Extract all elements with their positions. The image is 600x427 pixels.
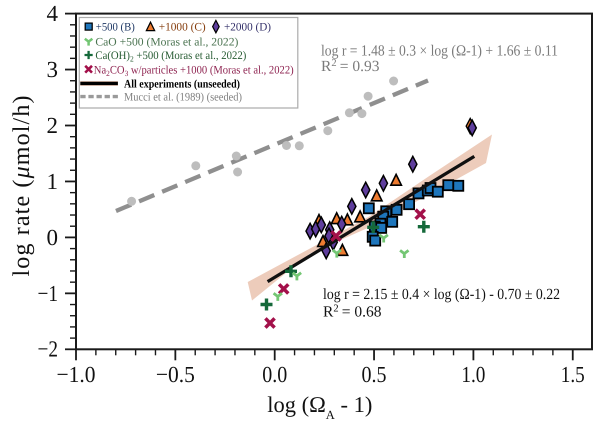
svg-text:−1.0: −1.0	[57, 362, 96, 387]
svg-text:3: 3	[47, 57, 59, 82]
svg-text:CaO +500 (Moras et al., 2022): CaO +500 (Moras et al., 2022)	[95, 37, 238, 49]
svg-text:log (ΩA - 1): log (ΩA - 1)	[267, 392, 372, 422]
svg-text:log r = 1.48 ± 0.3 × log (Ω-1): log r = 1.48 ± 0.3 × log (Ω-1) + 1.66 ± …	[321, 43, 558, 60]
svg-text:2: 2	[47, 113, 59, 138]
svg-text:R2 = 0.68: R2 = 0.68	[323, 304, 382, 321]
svg-text:4: 4	[47, 1, 59, 26]
svg-text:log r = 2.15 ± 0.4 × log (Ω-1): log r = 2.15 ± 0.4 × log (Ω-1) - 0.70 ± …	[323, 286, 560, 303]
svg-text:+2000 (D): +2000 (D)	[224, 22, 271, 34]
svg-text:−1: −1	[38, 281, 59, 306]
svg-text:1: 1	[47, 169, 59, 194]
svg-text:Mucci et al. (1989) (seeded): Mucci et al. (1989) (seeded)	[124, 92, 242, 104]
svg-text:Ca(OH)2 +500 (Moras et al., 20: Ca(OH)2 +500 (Moras et al., 2022)	[95, 50, 246, 64]
svg-text:0.0: 0.0	[262, 362, 287, 387]
svg-text:−0.5: −0.5	[156, 362, 195, 387]
svg-text:+1000 (C): +1000 (C)	[159, 22, 206, 34]
svg-text:0: 0	[47, 225, 59, 250]
svg-text:R2 = 0.93: R2 = 0.93	[321, 58, 380, 75]
svg-text:−2: −2	[38, 337, 59, 362]
svg-text:+500 (B): +500 (B)	[96, 22, 135, 34]
svg-text:0.5: 0.5	[362, 362, 387, 387]
svg-text:1.0: 1.0	[461, 362, 485, 387]
svg-text:log rate (μmol/h): log rate (μmol/h)	[9, 96, 35, 277]
svg-text:1.5: 1.5	[561, 362, 585, 387]
svg-text:Na2CO3 w/particles +1000 (Mora: Na2CO3 w/particles +1000 (Moras et al., …	[94, 64, 294, 78]
svg-text:All experiments (unseeded): All experiments (unseeded)	[124, 79, 240, 91]
